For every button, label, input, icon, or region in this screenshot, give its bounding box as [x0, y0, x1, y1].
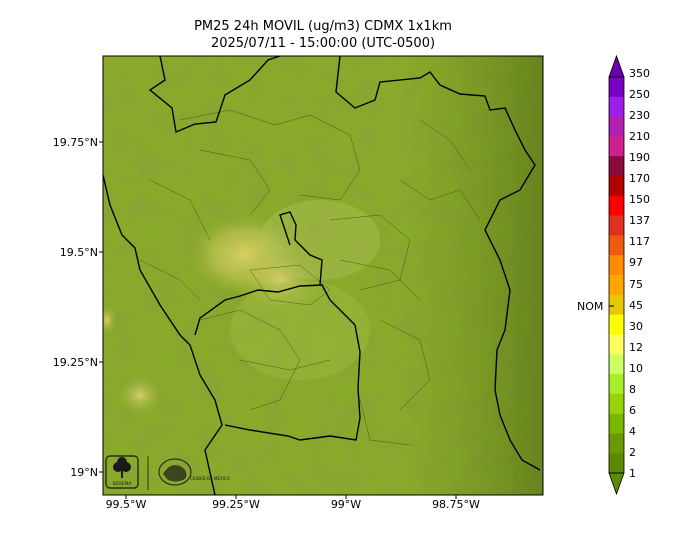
- colorbar-segment: [609, 176, 624, 197]
- colorbar-segment: [609, 294, 624, 315]
- colorbar-label: 8: [629, 382, 636, 396]
- colorbar-label: 117: [629, 235, 650, 249]
- colorbar-label: 97: [629, 256, 643, 270]
- colorbar-label: 1: [629, 467, 636, 480]
- colorbar-label: 6: [629, 403, 636, 417]
- nom-label: NOM: [577, 300, 604, 313]
- municipal-boundaries: [139, 109, 481, 446]
- colorbar-label: 137: [629, 214, 650, 228]
- colorbar-segment: [609, 354, 624, 375]
- colorbar-label: 210: [629, 130, 650, 144]
- lat-label-19-75: 19.75°N: [52, 136, 98, 149]
- state-boundaries: [103, 56, 541, 495]
- colorbar-extend-bottom: [608, 472, 625, 496]
- colorbar: [608, 54, 625, 496]
- lon-label-99-5: 99.5°W: [105, 498, 147, 511]
- colorbar-segment: [609, 96, 624, 117]
- colorbar-label: 2: [629, 445, 636, 459]
- colorbar-label: 30: [629, 319, 643, 333]
- colorbar-label: 350: [629, 67, 650, 80]
- lat-label-19: 19°N: [70, 466, 98, 479]
- colorbar-segment: [609, 334, 624, 355]
- colorbar-extend-top: [608, 54, 625, 78]
- colorbar-segment: [609, 453, 624, 474]
- colorbar-segment: [609, 116, 624, 137]
- colorbar-label: 4: [629, 424, 636, 438]
- lon-label-98-75: 98.75°W: [432, 498, 480, 511]
- colorbar-label: 75: [629, 277, 643, 291]
- colorbar-label: 190: [629, 151, 650, 165]
- colorbar-segment: [609, 255, 624, 276]
- map-title: PM25 24h MOVIL (ug/m3) CDMX 1x1km: [194, 19, 452, 34]
- colorbar-label: 230: [629, 109, 650, 123]
- colorbar-label: 45: [629, 298, 643, 312]
- sedema-logo: SEDEMA: [105, 455, 139, 489]
- map-timestamp: 2025/07/11 - 15:00:00 (UTC-0500): [210, 36, 436, 51]
- colorbar-segment: [609, 156, 624, 177]
- colorbar-label: 12: [629, 340, 643, 354]
- colorbar-segment: [609, 413, 624, 434]
- colorbar-label: 170: [629, 172, 650, 186]
- colorbar-segment: [609, 215, 624, 236]
- axis-ticks: [99, 141, 457, 499]
- colorbar-label: 150: [629, 193, 650, 207]
- colorbar-frame: [608, 76, 625, 474]
- colorbar-segment: [609, 136, 624, 157]
- lon-label-99-25: 99.25°W: [212, 498, 260, 511]
- colorbar-label: 250: [629, 88, 650, 102]
- colorbar-segment: [609, 374, 624, 395]
- sedema-logo-caption: SEDEMA: [113, 481, 133, 487]
- lat-label-19-25: 19.25°N: [52, 356, 98, 369]
- colorbar-label: 10: [629, 361, 643, 375]
- colorbar-segment: [609, 195, 624, 216]
- colorbar-segment: [609, 433, 624, 454]
- colorbar-segment: [609, 314, 624, 335]
- colorbar-segment: [609, 235, 624, 256]
- colorbar-segment: [609, 393, 624, 414]
- colorbar-segment: [609, 275, 624, 296]
- map-area: SEDEMA CIUDAD DE MÉXICO: [103, 56, 543, 495]
- lat-label-19-5: 19.5°N: [59, 246, 98, 259]
- colorbar-segment: [609, 77, 624, 98]
- cdmx-logo-caption: CIUDAD DE MÉXICO: [190, 476, 230, 481]
- lon-label-99: 99°W: [330, 498, 362, 511]
- cdmx-logo: CIUDAD DE MÉXICO: [158, 458, 230, 486]
- map-frame: [102, 55, 544, 496]
